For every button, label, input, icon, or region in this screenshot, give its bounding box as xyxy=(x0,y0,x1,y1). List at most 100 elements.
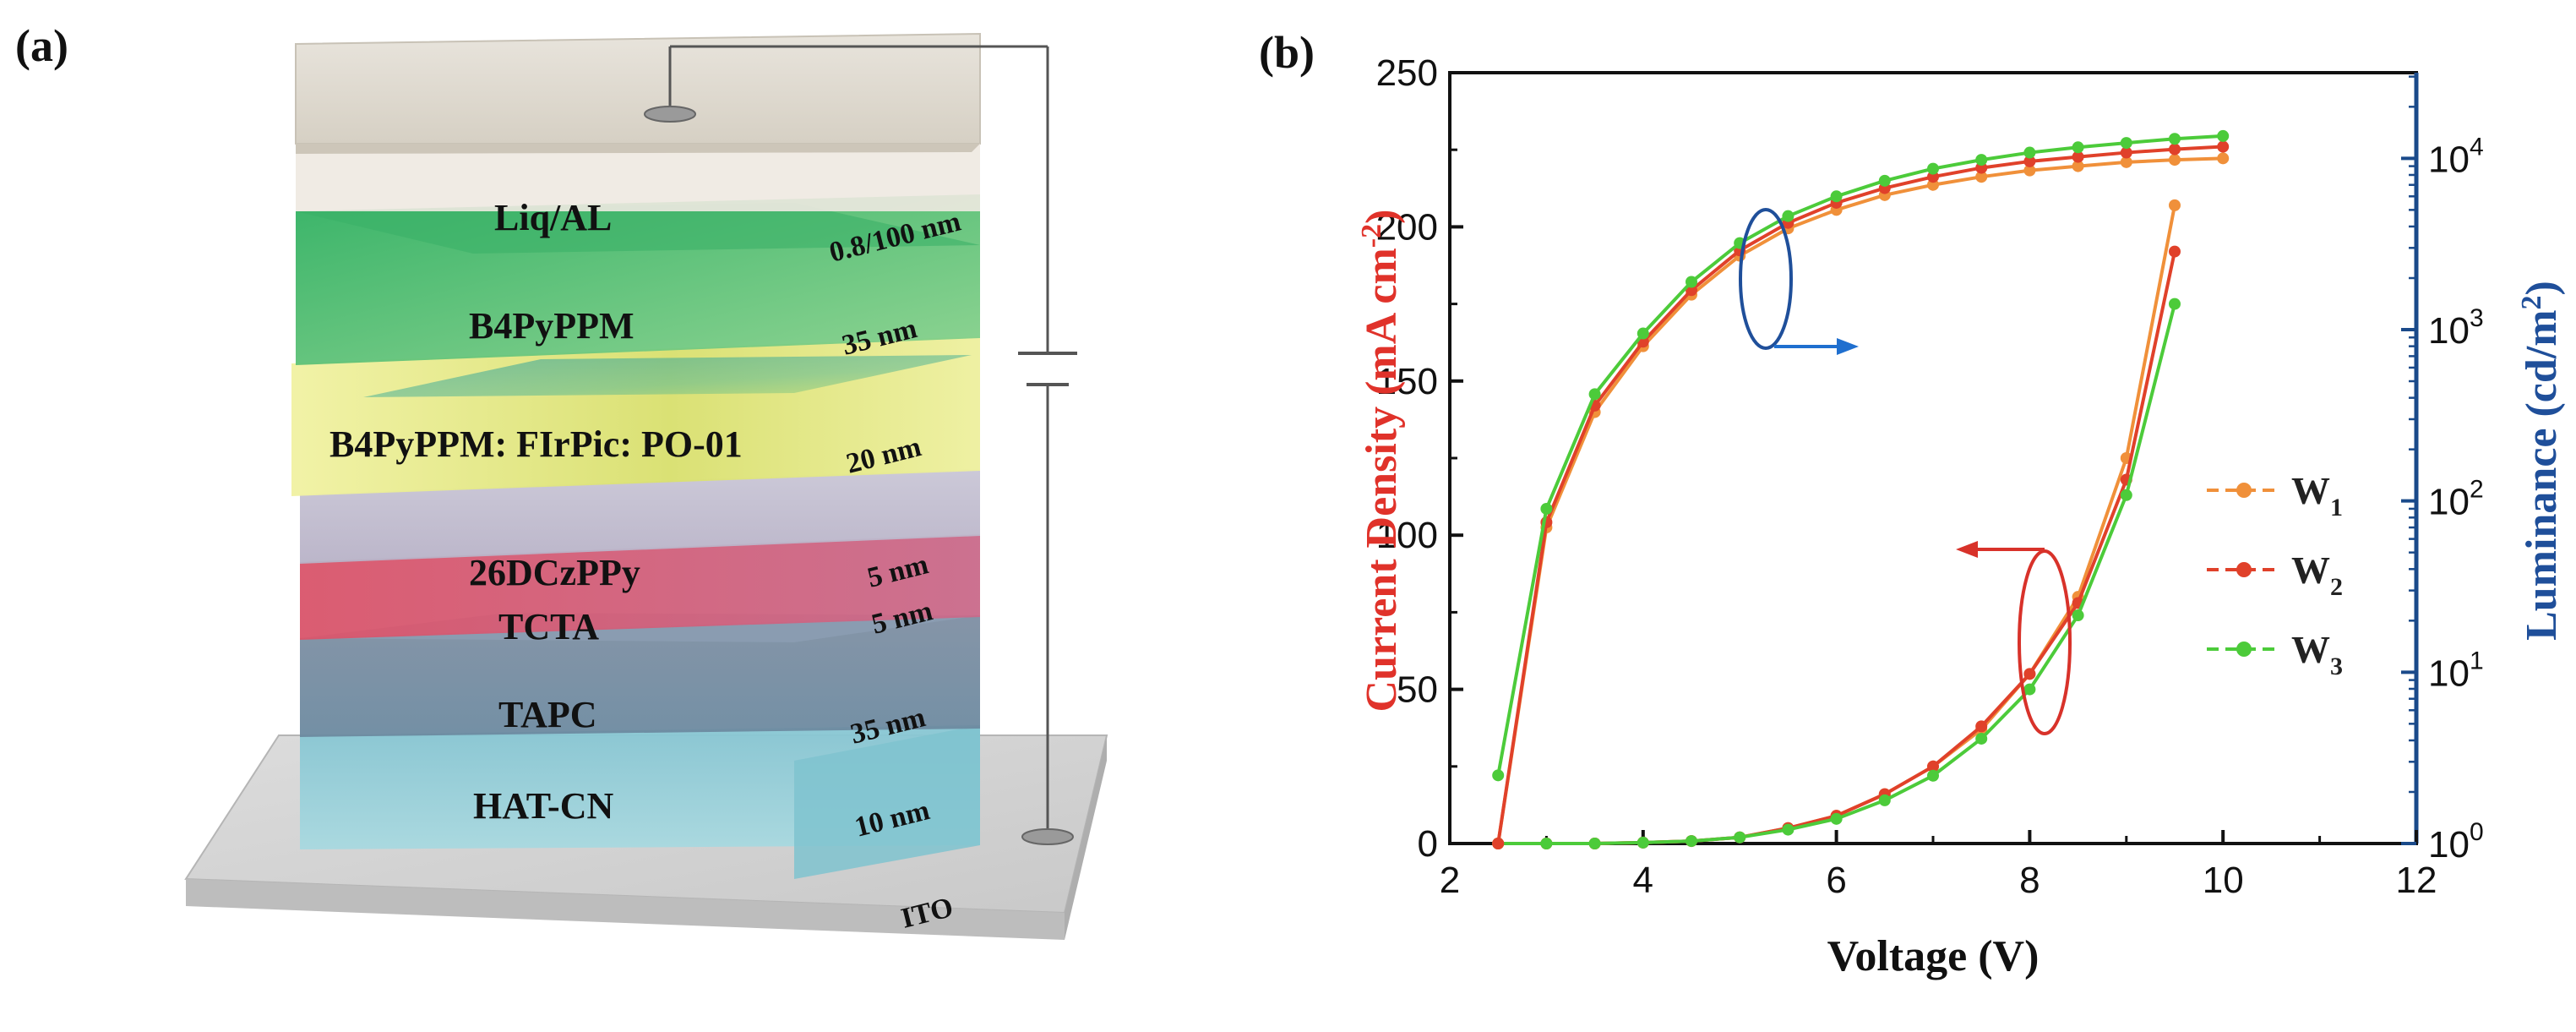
top-electrode-contact xyxy=(644,106,696,123)
series-point xyxy=(2023,164,2036,177)
legend: W1 W2 W3 xyxy=(2207,469,2343,680)
layer-b4pyppm: B4PyPPM 35 nm xyxy=(296,194,980,365)
series-point xyxy=(1830,190,1843,203)
series-point xyxy=(2072,150,2084,163)
legend-label: W3 xyxy=(2291,628,2343,680)
series-point xyxy=(1927,760,1939,773)
series-point xyxy=(2023,668,2036,680)
series-line xyxy=(1496,134,2224,776)
series-line xyxy=(1496,156,2224,844)
series-line xyxy=(1496,145,2224,844)
series-line xyxy=(1498,251,2176,845)
y-right-tick-label: 104 xyxy=(2428,133,2484,180)
layer-tapc-name: TAPC xyxy=(498,694,597,735)
layer-hat-cn: HAT-CN 10 nm xyxy=(300,725,980,879)
series-point xyxy=(2217,129,2230,142)
series-point xyxy=(2120,137,2132,150)
legend-label: W1 xyxy=(2291,469,2343,521)
series-point xyxy=(2072,141,2084,154)
series-point xyxy=(1540,838,1553,849)
series-point xyxy=(1927,162,1939,175)
series-point xyxy=(2072,160,2084,172)
y-right-tick-label: 101 xyxy=(2428,647,2484,694)
luminance-group-annotation xyxy=(1739,208,1859,355)
luminance-arrow-head xyxy=(1837,338,1859,355)
series-point xyxy=(1975,171,1988,183)
y-left-tick-label: 250 xyxy=(1376,52,1438,94)
right-axis-ticks: 100 101 102 103 104 xyxy=(2401,75,2484,865)
series-point xyxy=(2169,143,2181,156)
x-axis-ticks: 2 4 6 8 10 12 xyxy=(1440,830,2437,901)
x-tick-label: 10 xyxy=(2203,860,2244,901)
device-stack-diagram: (a) ITO HAT-CN 10 nm TAPC 35 nm TCTA 5 n… xyxy=(15,20,1108,940)
series-layer xyxy=(1492,129,2230,849)
legend-swatch-marker xyxy=(2236,483,2252,498)
series-point xyxy=(1686,276,1697,288)
layer-eml-name: B4PyPPM: FIrPic: PO-01 xyxy=(329,423,743,465)
series-point xyxy=(2169,199,2181,211)
legend-swatch-marker xyxy=(2236,642,2252,657)
y-left-tick-label: 150 xyxy=(1376,361,1438,402)
x-tick-label: 4 xyxy=(1633,860,1653,901)
luminance-ellipse xyxy=(1739,208,1793,350)
circuit-wire xyxy=(668,45,1077,833)
series-point xyxy=(1878,794,1891,806)
series-point xyxy=(2120,489,2132,501)
jvl-chart: (b) 2 4 6 8 10 12 0 50 100 150 200 250 100 101 102 10… xyxy=(1259,27,2566,980)
y-right-tick-label: 100 xyxy=(2428,818,2484,865)
series-point xyxy=(1540,502,1553,515)
layer-eml: B4PyPPM: FIrPic: PO-01 20 nm xyxy=(291,336,980,496)
series-point xyxy=(1588,838,1601,849)
panel-a-label: (a) xyxy=(15,20,68,71)
series-point xyxy=(2169,245,2181,258)
current-group-annotation xyxy=(1956,541,2072,735)
series-point xyxy=(2023,155,2036,167)
series-line xyxy=(1498,303,2176,845)
panel-b-label: (b) xyxy=(1259,27,1315,78)
series-point xyxy=(2217,152,2230,165)
bottom-electrode-contact xyxy=(1021,828,1074,845)
current-arrow-head xyxy=(1956,541,1978,558)
series-point xyxy=(2217,140,2230,153)
series-point xyxy=(1492,838,1505,849)
x-tick-label: 2 xyxy=(1440,860,1460,901)
legend-label: W2 xyxy=(2291,549,2343,601)
y-left-tick-label: 50 xyxy=(1397,669,1438,711)
layer-b4pyppm-name: B4PyPPM xyxy=(469,305,634,347)
series-point xyxy=(1878,174,1891,187)
layer-hat-cn-name: HAT-CN xyxy=(473,785,613,827)
series-point xyxy=(1588,388,1601,401)
left-axis-ticks: 0 50 100 150 200 250 xyxy=(1376,52,1463,865)
series-point xyxy=(1637,327,1649,340)
series-point xyxy=(2023,146,2036,159)
series-line xyxy=(1498,205,2176,845)
layer-liq-al-name: Liq/AL xyxy=(494,197,612,238)
series-point xyxy=(2072,609,2084,622)
series-point xyxy=(1975,720,1988,733)
y-right-tick-label: 102 xyxy=(2428,476,2484,523)
series-point xyxy=(1927,769,1939,782)
series-point xyxy=(1975,154,1988,167)
series-point xyxy=(2169,298,2181,310)
layer-26dczppy-name: 26DCzPPy xyxy=(469,552,640,593)
y-right-title: Luminance (cd/m2) xyxy=(2516,281,2566,641)
y-left-tick-label: 0 xyxy=(1418,823,1438,865)
x-axis-title: Voltage (V) xyxy=(1827,932,2040,980)
y-left-tick-label: 200 xyxy=(1376,206,1438,248)
series-point xyxy=(1686,835,1697,848)
series-point xyxy=(1734,831,1746,844)
x-tick-label: 8 xyxy=(2019,860,2040,901)
y-right-tick-label: 103 xyxy=(2428,304,2484,352)
series-point xyxy=(1492,769,1505,782)
series-point xyxy=(2120,146,2132,159)
x-tick-label: 12 xyxy=(2396,860,2437,901)
x-tick-label: 6 xyxy=(1826,860,1846,901)
series-point xyxy=(2169,154,2181,167)
legend-swatch-marker xyxy=(2236,562,2252,577)
y-left-title: Current Density (mA cm-2) xyxy=(1356,210,1406,713)
series-point xyxy=(1927,171,1939,183)
series-point xyxy=(2120,156,2132,168)
series-point xyxy=(1782,823,1794,836)
series-point xyxy=(1830,812,1843,825)
series-point xyxy=(2169,133,2181,145)
